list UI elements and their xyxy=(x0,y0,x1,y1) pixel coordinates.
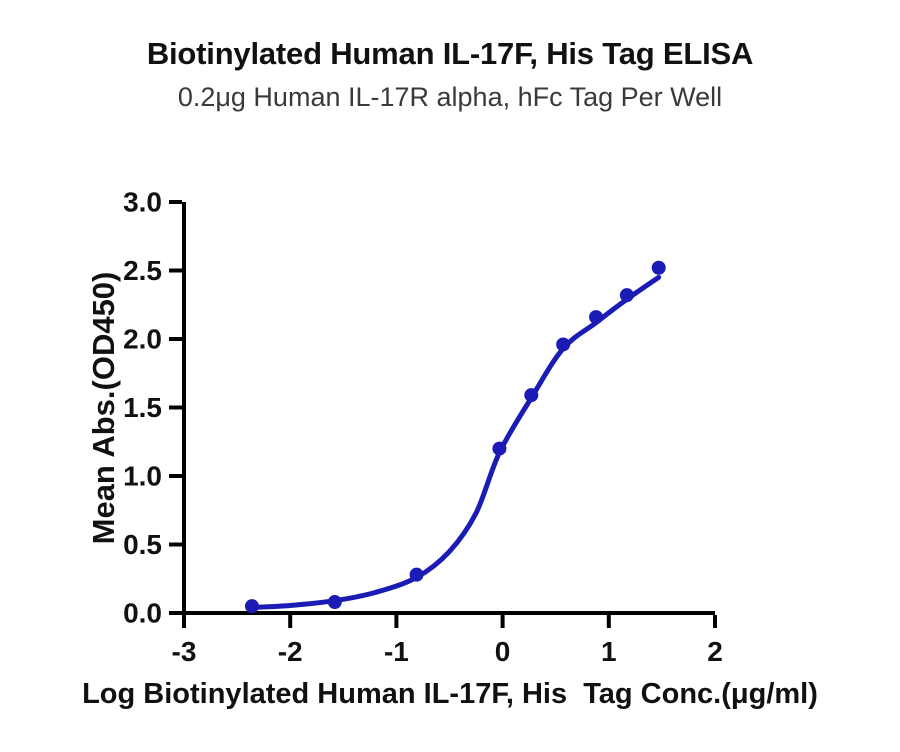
y-tick-label: 1.5 xyxy=(123,392,162,423)
data-point xyxy=(619,288,634,303)
x-tick-label: 2 xyxy=(707,636,723,667)
x-tick-label: 0 xyxy=(495,636,511,667)
y-tick-label: 3.0 xyxy=(123,187,162,218)
data-point xyxy=(327,595,342,610)
x-axis-label: Log Biotinylated Human IL-17F, His Tag C… xyxy=(82,678,818,710)
chart-title: Biotinylated Human IL-17F, His Tag ELISA xyxy=(146,36,754,71)
x-tick-label: -1 xyxy=(384,636,409,667)
data-point xyxy=(244,599,259,614)
fit-curve xyxy=(248,274,662,611)
data-point xyxy=(651,260,666,275)
y-tick-label: 1.0 xyxy=(123,461,162,492)
x-tick-label: -2 xyxy=(278,636,303,667)
y-tick-label: 2.0 xyxy=(123,324,162,355)
data-point xyxy=(524,388,539,403)
y-tick-label: 0.0 xyxy=(123,598,162,629)
data-point xyxy=(492,441,507,456)
x-tick-label: 1 xyxy=(601,636,617,667)
y-tick-label: 0.5 xyxy=(123,529,162,560)
chart-subtitle: 0.2μg Human IL-17R alpha, hFc Tag Per We… xyxy=(177,82,723,112)
data-point xyxy=(589,310,604,325)
y-tick-label: 2.5 xyxy=(123,255,162,286)
data-point xyxy=(409,567,424,582)
data-point xyxy=(556,337,571,352)
x-tick-label: -3 xyxy=(172,636,197,667)
